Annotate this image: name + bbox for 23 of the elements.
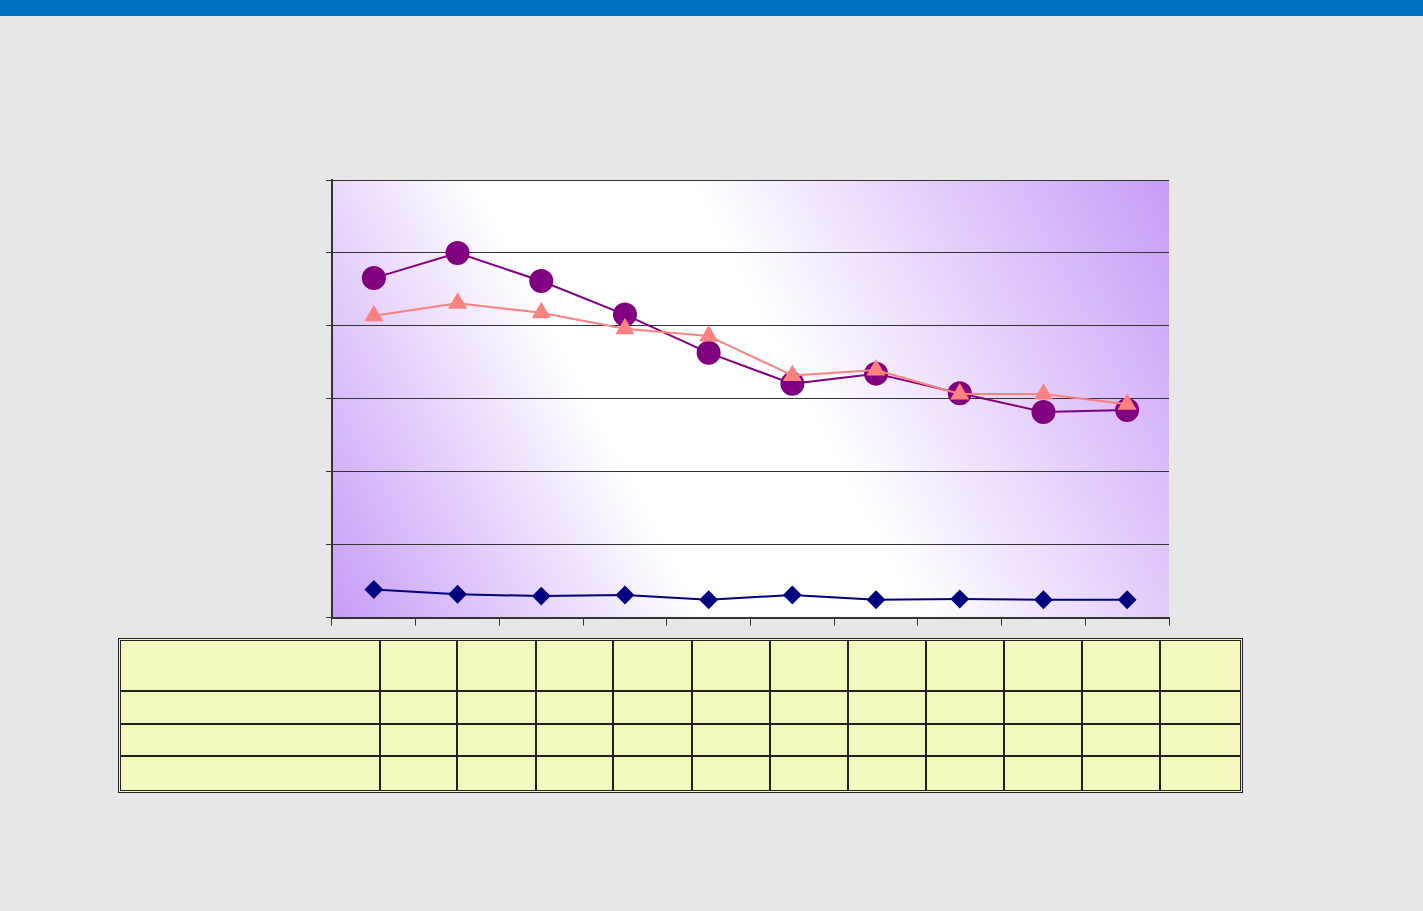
point <box>950 590 969 608</box>
point <box>448 293 467 309</box>
point <box>615 585 634 604</box>
point <box>529 269 554 294</box>
point <box>1118 590 1137 609</box>
point <box>1034 384 1053 400</box>
point <box>783 365 802 381</box>
point <box>532 587 551 606</box>
point <box>867 590 886 609</box>
point <box>699 590 718 609</box>
point <box>1031 399 1056 424</box>
point <box>532 302 551 319</box>
point <box>616 318 634 335</box>
point <box>365 305 383 322</box>
point <box>448 585 467 604</box>
point <box>699 326 718 342</box>
point <box>445 240 470 265</box>
point <box>364 580 383 599</box>
point <box>612 302 637 327</box>
point <box>361 266 386 291</box>
point <box>783 585 802 604</box>
point <box>1034 590 1053 609</box>
point <box>696 340 721 365</box>
